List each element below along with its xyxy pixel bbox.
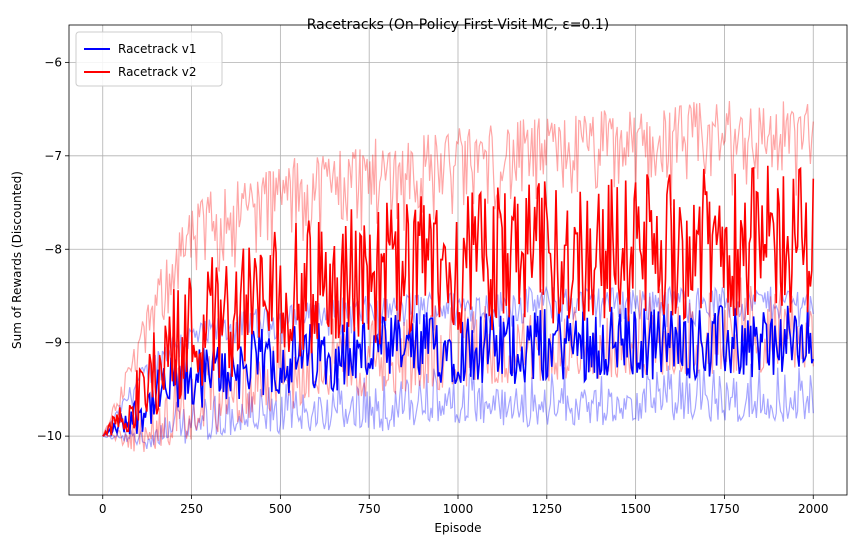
series-lines	[102, 165, 815, 438]
x-tick-label: 1250	[532, 502, 563, 516]
y-tick-label: −7	[44, 149, 62, 163]
grid	[69, 25, 847, 495]
band-lower-racetrack-v1	[102, 363, 814, 450]
legend-label-racetrack-v1: Racetrack v1	[118, 42, 197, 56]
legend: Racetrack v1 Racetrack v2	[75, 31, 223, 87]
y-tick-label: −6	[44, 55, 62, 69]
x-axis-label: Episode	[434, 521, 481, 535]
x-tick-label: 250	[180, 502, 203, 516]
x-tick-label: 500	[269, 502, 292, 516]
y-axis-label: Sum of Rewards (Discounted)	[10, 171, 24, 349]
x-tick-label: 1000	[443, 502, 474, 516]
y-tick-label: −8	[44, 242, 62, 256]
x-tick-label: 2000	[798, 502, 829, 516]
legend-box	[75, 31, 223, 87]
y-axis: −10 −9 −8 −7 −6	[37, 55, 69, 443]
band-upper-racetrack-v2	[102, 100, 814, 437]
x-tick-label: 1500	[620, 502, 651, 516]
series-line-racetrack-v1	[102, 304, 815, 438]
y-tick-label: −10	[37, 429, 62, 443]
x-tick-label: 1750	[709, 502, 740, 516]
legend-label-racetrack-v2: Racetrack v2	[118, 65, 197, 79]
x-axis: 0 250 500 750 1000 1250 1500 1750 2000	[99, 495, 829, 516]
series-line-racetrack-v2	[102, 165, 815, 438]
y-tick-label: −9	[44, 336, 62, 350]
x-tick-label: 750	[358, 502, 381, 516]
band-lower-racetrack-v2	[102, 277, 814, 452]
x-tick-label: 0	[99, 502, 107, 516]
